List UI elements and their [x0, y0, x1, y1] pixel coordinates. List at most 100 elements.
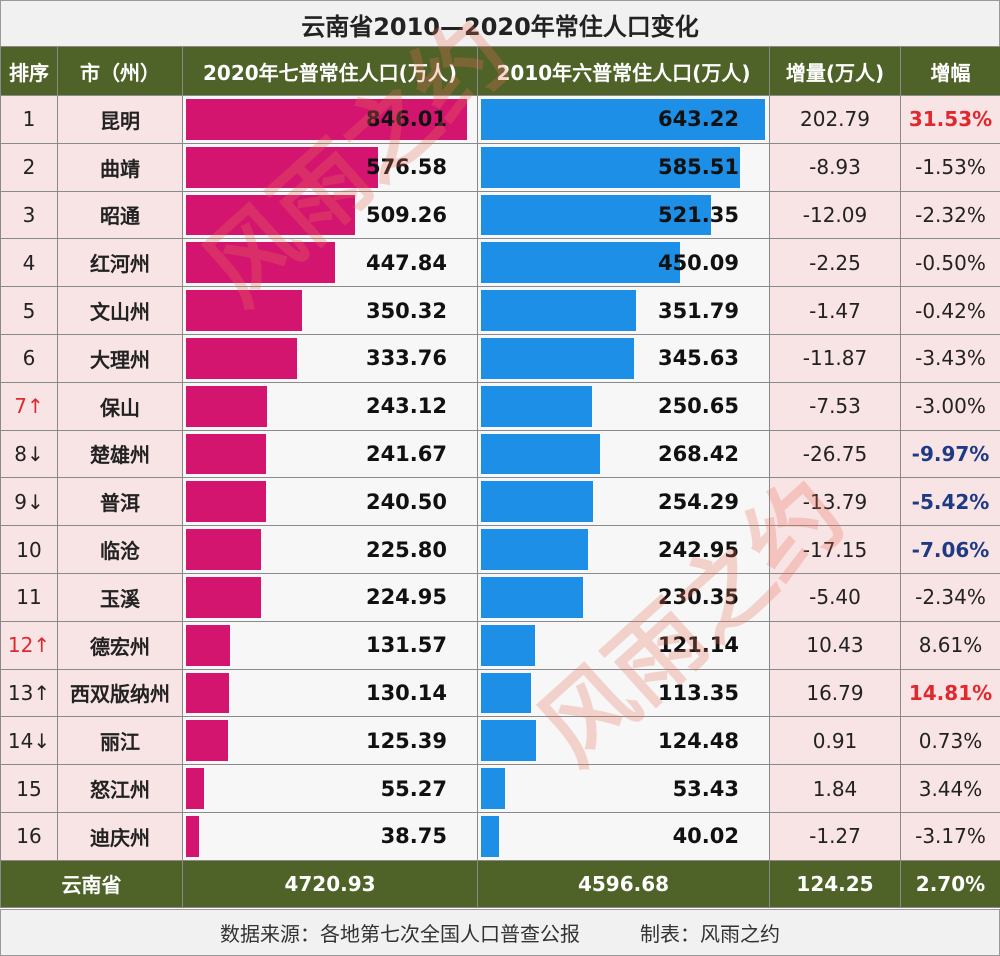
- pop2020-value: 240.50: [366, 478, 447, 525]
- pop2010-cell: 230.35: [478, 573, 770, 621]
- pop2010-cell: 242.95: [478, 526, 770, 574]
- pop2010-value: 40.02: [673, 813, 739, 860]
- bar-2010: [481, 768, 505, 809]
- rank-cell: 11: [1, 573, 58, 621]
- growth-cell: -9.97%: [901, 430, 1000, 478]
- source-footer: 数据来源：各地第七次全国人口普查公报 制表：风雨之约: [0, 909, 1000, 956]
- pop2010-value: 351.79: [658, 287, 739, 334]
- rank-cell: 16: [1, 812, 58, 860]
- increase-cell: -11.87: [770, 334, 901, 382]
- pop2010-cell: 521.35: [478, 191, 770, 239]
- city-cell: 临沧: [58, 526, 183, 574]
- increase-cell: -1.47: [770, 287, 901, 335]
- rank-cell: 6: [1, 334, 58, 382]
- rank-cell: 15: [1, 765, 58, 813]
- pop2020-cell: 333.76: [183, 334, 478, 382]
- increase-cell: -8.93: [770, 143, 901, 191]
- bar-2010: [481, 625, 535, 666]
- total-label: 云南省: [1, 860, 183, 907]
- bar-2020: [186, 577, 261, 618]
- rank-cell: 8↓: [1, 430, 58, 478]
- pop2010-cell: 450.09: [478, 239, 770, 287]
- city-cell: 文山州: [58, 287, 183, 335]
- pop2020-value: 241.67: [366, 431, 447, 478]
- growth-cell: -5.42%: [901, 478, 1000, 526]
- total-row: 云南省 4720.93 4596.68 124.25 2.70%: [1, 860, 1000, 907]
- city-cell: 怒江州: [58, 765, 183, 813]
- bar-2010: [481, 434, 600, 475]
- city-cell: 楚雄州: [58, 430, 183, 478]
- pop2010-value: 254.29: [658, 478, 739, 525]
- bar-2020: [186, 768, 204, 809]
- increase-cell: -5.40: [770, 573, 901, 621]
- city-cell: 曲靖: [58, 143, 183, 191]
- pop2020-cell: 240.50: [183, 478, 478, 526]
- pop2010-value: 450.09: [658, 239, 739, 286]
- pop2020-cell: 509.26: [183, 191, 478, 239]
- bar-2020: [186, 195, 355, 236]
- bar-2020: [186, 625, 230, 666]
- bar-2010: [481, 338, 634, 379]
- growth-cell: -3.00%: [901, 382, 1000, 430]
- pop2010-value: 585.51: [658, 144, 739, 191]
- pop2010-cell: 113.35: [478, 669, 770, 717]
- header-rank: 排序: [1, 47, 58, 96]
- bar-2020: [186, 290, 302, 331]
- rank-cell: 4: [1, 239, 58, 287]
- bar-2020: [186, 338, 297, 379]
- source-note: 数据来源：各地第七次全国人口普查公报: [220, 918, 580, 947]
- pop2010-cell: 254.29: [478, 478, 770, 526]
- pop2020-cell: 125.39: [183, 717, 478, 765]
- city-cell: 德宏州: [58, 621, 183, 669]
- pop2010-value: 113.35: [658, 670, 739, 717]
- growth-cell: -2.32%: [901, 191, 1000, 239]
- bar-2010: [481, 720, 536, 761]
- header-growth: 增幅: [901, 47, 1000, 96]
- increase-cell: -1.27: [770, 812, 901, 860]
- growth-cell: -7.06%: [901, 526, 1000, 574]
- pop2020-cell: 225.80: [183, 526, 478, 574]
- pop2020-cell: 130.14: [183, 669, 478, 717]
- pop2010-value: 268.42: [658, 431, 739, 478]
- increase-cell: -17.15: [770, 526, 901, 574]
- pop2010-cell: 268.42: [478, 430, 770, 478]
- bar-2010: [481, 673, 531, 714]
- pop2020-value: 131.57: [366, 622, 447, 669]
- bar-2020: [186, 434, 266, 475]
- pop2020-cell: 576.58: [183, 143, 478, 191]
- header-row: 排序 市（州） 2020年七普常住人口(万人) 2010年六普常住人口(万人) …: [1, 47, 1000, 96]
- pop2020-value: 846.01: [366, 96, 447, 143]
- bar-2010: [481, 290, 636, 331]
- rank-cell: 5: [1, 287, 58, 335]
- pop2010-cell: 585.51: [478, 143, 770, 191]
- header-increase: 增量(万人): [770, 47, 901, 96]
- rank-cell: 2: [1, 143, 58, 191]
- pop2010-value: 230.35: [658, 574, 739, 621]
- bar-2020: [186, 147, 378, 188]
- rank-cell: 14↓: [1, 717, 58, 765]
- city-cell: 玉溪: [58, 573, 183, 621]
- increase-cell: 202.79: [770, 96, 901, 144]
- increase-cell: -7.53: [770, 382, 901, 430]
- city-cell: 红河州: [58, 239, 183, 287]
- growth-cell: -0.42%: [901, 287, 1000, 335]
- increase-cell: 10.43: [770, 621, 901, 669]
- pop2020-cell: 447.84: [183, 239, 478, 287]
- growth-cell: 8.61%: [901, 621, 1000, 669]
- rank-cell: 9↓: [1, 478, 58, 526]
- header-city: 市（州）: [58, 47, 183, 96]
- rank-cell: 3: [1, 191, 58, 239]
- rank-cell: 13↑: [1, 669, 58, 717]
- bar-2020: [186, 720, 228, 761]
- chart-title: 云南省2010—2020年常住人口变化: [0, 0, 1000, 48]
- pop2020-cell: 243.12: [183, 382, 478, 430]
